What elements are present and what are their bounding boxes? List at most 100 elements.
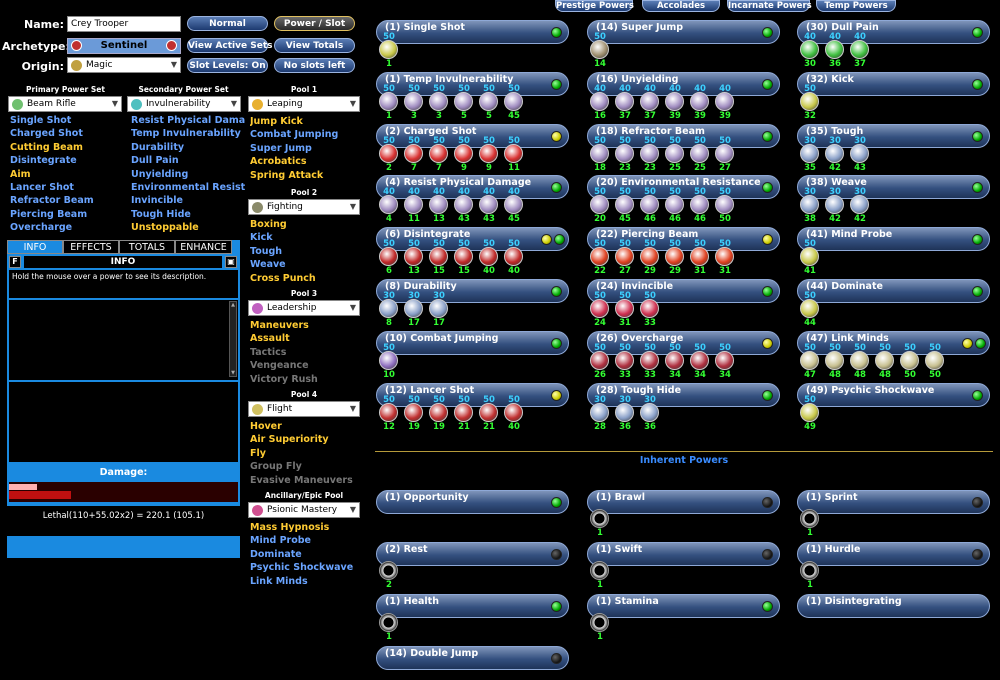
- empty-slot-icon[interactable]: [590, 613, 609, 632]
- empty-slot-icon[interactable]: [800, 509, 819, 528]
- enhancement-icon[interactable]: [429, 91, 448, 111]
- power-slot[interactable]: (2) Charged Shot: [376, 123, 569, 148]
- enhancement-icon[interactable]: [690, 350, 709, 370]
- enhancement-icon[interactable]: [590, 350, 609, 370]
- view-totals-button[interactable]: View Totals: [274, 38, 355, 53]
- power-item[interactable]: Dominate: [250, 548, 302, 560]
- enhancement-icon[interactable]: [379, 350, 398, 370]
- power-item[interactable]: Charged Shot: [10, 128, 83, 140]
- enhancement-icon[interactable]: [615, 195, 634, 215]
- enhancement-icon[interactable]: [404, 91, 423, 111]
- power-item[interactable]: Jump Kick: [250, 116, 303, 127]
- enhancement-icon[interactable]: [479, 247, 498, 267]
- enhancement-icon[interactable]: [379, 143, 398, 163]
- enhancement-icon[interactable]: [850, 350, 869, 370]
- enhancement-icon[interactable]: [504, 143, 523, 163]
- inherent-power-slot[interactable]: (1) Opportunity: [376, 490, 569, 514]
- tab-temp-powers[interactable]: Temp Powers: [816, 0, 896, 12]
- enhancement-icon[interactable]: [379, 91, 398, 111]
- enhancement-icon[interactable]: [504, 402, 523, 422]
- enhancement-icon[interactable]: [429, 143, 448, 163]
- power-slot[interactable]: (41) Mind Probe: [797, 227, 990, 252]
- power-item[interactable]: Air Superiority: [250, 434, 329, 446]
- normal-button[interactable]: Normal: [187, 16, 268, 31]
- power-slot[interactable]: (16) Unyielding: [587, 71, 780, 96]
- power-item[interactable]: Spring Attack: [250, 169, 324, 181]
- power-slot[interactable]: (20) Environmental Resistance: [587, 175, 780, 200]
- primary-set-dropdown[interactable]: Beam Rifle ▼: [8, 96, 122, 112]
- power-item[interactable]: Mind Probe: [250, 535, 311, 547]
- power-slot[interactable]: (10) Combat Jumping: [376, 330, 569, 355]
- enhancement-icon[interactable]: [800, 350, 819, 370]
- empty-slot-icon[interactable]: [800, 561, 819, 580]
- power-slot[interactable]: (30) Dull Pain: [797, 20, 990, 44]
- tab-totals[interactable]: TOTALS: [119, 240, 175, 254]
- tab-accolades[interactable]: Accolades: [642, 0, 720, 12]
- power-item[interactable]: Group Fly: [250, 461, 302, 473]
- enhancement-icon[interactable]: [825, 40, 844, 59]
- power-item[interactable]: Resist Physical Dama: [131, 115, 246, 126]
- enhancement-icon[interactable]: [404, 195, 423, 215]
- enhancement-icon[interactable]: [800, 195, 819, 215]
- enhancement-icon[interactable]: [900, 350, 919, 370]
- tab-enhance[interactable]: ENHANCE: [175, 240, 232, 254]
- enhancement-icon[interactable]: [479, 143, 498, 163]
- enhancement-icon[interactable]: [690, 195, 709, 215]
- enhancement-icon[interactable]: [379, 299, 398, 318]
- enhancement-icon[interactable]: [590, 91, 609, 111]
- inherent-power-slot[interactable]: (2) Rest: [376, 542, 569, 566]
- power-item[interactable]: Assault: [250, 333, 290, 345]
- enhancement-icon[interactable]: [665, 350, 684, 370]
- power-item[interactable]: Boxing: [250, 219, 287, 230]
- power-item[interactable]: Psychic Shockwave: [250, 562, 354, 574]
- enhancement-icon[interactable]: [640, 350, 659, 370]
- view-active-sets-button[interactable]: View Active Sets: [187, 38, 272, 53]
- enhancement-icon[interactable]: [800, 247, 819, 267]
- power-item[interactable]: Hover: [250, 421, 282, 432]
- enhancement-icon[interactable]: [504, 247, 523, 267]
- enhancement-icon[interactable]: [665, 195, 684, 215]
- power-item[interactable]: Invincible: [131, 195, 183, 207]
- enhancement-icon[interactable]: [590, 402, 609, 422]
- enhancement-icon[interactable]: [800, 402, 819, 422]
- power-item[interactable]: Refractor Beam: [10, 195, 94, 207]
- enhancement-icon[interactable]: [429, 299, 448, 318]
- power-slot[interactable]: (18) Refractor Beam: [587, 123, 780, 148]
- power-item[interactable]: Evasive Maneuvers: [250, 474, 353, 486]
- enhancement-icon[interactable]: [379, 40, 398, 59]
- enhancement-icon[interactable]: [379, 195, 398, 215]
- enhancement-icon[interactable]: [454, 91, 473, 111]
- enhancement-icon[interactable]: [665, 247, 684, 267]
- enhancement-icon[interactable]: [479, 402, 498, 422]
- enhancement-icon[interactable]: [640, 195, 659, 215]
- enhancement-icon[interactable]: [454, 247, 473, 267]
- enhancement-icon[interactable]: [590, 247, 609, 267]
- empty-slot-icon[interactable]: [590, 509, 609, 528]
- enhancement-icon[interactable]: [715, 247, 734, 267]
- power-slot[interactable]: (8) Durability: [376, 279, 569, 303]
- power-item[interactable]: Environmental Resist: [131, 182, 246, 194]
- enhancement-icon[interactable]: [715, 195, 734, 215]
- power-slot[interactable]: (12) Lancer Shot: [376, 382, 569, 407]
- inherent-power-slot[interactable]: (1) Stamina: [587, 594, 780, 618]
- power-item[interactable]: Tough: [250, 245, 283, 257]
- enhancement-icon[interactable]: [690, 143, 709, 163]
- enhancement-icon[interactable]: [925, 350, 944, 370]
- pool-set-dropdown[interactable]: Fighting ▼: [248, 199, 360, 215]
- enhancement-icon[interactable]: [615, 350, 634, 370]
- enhancement-icon[interactable]: [875, 350, 894, 370]
- enhancement-icon[interactable]: [454, 402, 473, 422]
- enhancement-icon[interactable]: [850, 195, 869, 215]
- power-item[interactable]: Combat Jumping: [250, 129, 339, 141]
- power-item[interactable]: Vengeance: [250, 360, 309, 372]
- power-slot[interactable]: (49) Psychic Shockwave: [797, 382, 990, 407]
- enhancement-icon[interactable]: [690, 247, 709, 267]
- enhancement-icon[interactable]: [640, 91, 659, 111]
- enhancement-icon[interactable]: [379, 247, 398, 267]
- pool-set-dropdown[interactable]: Psionic Mastery ▼: [248, 502, 360, 518]
- enhancement-icon[interactable]: [590, 299, 609, 318]
- enhancement-icon[interactable]: [429, 195, 448, 215]
- enhancement-icon[interactable]: [615, 299, 634, 318]
- enhancement-icon[interactable]: [590, 195, 609, 215]
- pool-set-dropdown[interactable]: Flight ▼: [248, 401, 360, 417]
